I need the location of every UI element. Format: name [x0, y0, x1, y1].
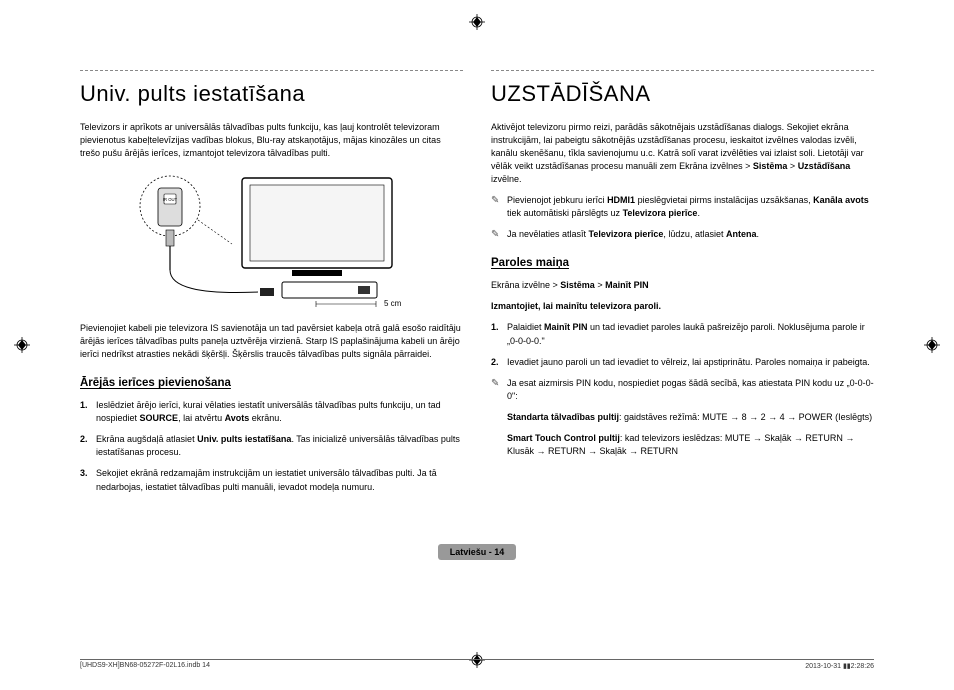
subsection-title: Ārējās ierīces pievienošana [80, 377, 463, 389]
note-icon: ✎ [491, 194, 499, 209]
imprint-date: 2013-10-31 ▮▮2:28:26 [805, 662, 874, 670]
pw-step-1: Palaidiet Mainīt PIN un tad ievadiet par… [491, 321, 874, 347]
note-antena: ✎ Ja nevēlaties atlasīt Televizora pierī… [491, 228, 874, 241]
pin-seq-smart: Smart Touch Control pultij: kad televizo… [491, 432, 874, 458]
distance-label: 5 cm [384, 299, 402, 308]
pw-step-2: Ievadiet jauno paroli un tad ievadiet to… [491, 356, 874, 369]
page-content: Univ. pults iestatīšana Televizors ir ap… [0, 0, 954, 600]
section-rule [491, 70, 874, 71]
section-title-left: Univ. pults iestatīšana [80, 81, 463, 107]
step-3: Sekojiet ekrānā redzamajām instrukcijām … [80, 467, 463, 493]
setup-intro: Aktivējot televizoru pirmo reizi, parādā… [491, 121, 874, 186]
page-badge: Latviešu - 14 [438, 544, 517, 560]
section-title-right: UZSTĀDĪŠANA [491, 81, 874, 107]
page-footer: Latviešu - 14 [80, 542, 874, 560]
right-column: UZSTĀDĪŠANA Aktivējot televizoru pirmo r… [491, 70, 874, 502]
imprint-file: [UHDS9-XH]BN68-05272F-02L16.indb 14 [80, 662, 210, 670]
password-steps-list: Palaidiet Mainīt PIN un tad ievadiet par… [491, 321, 874, 368]
ir-out-label: IR OUT [162, 197, 177, 202]
note-hdmi: ✎ Pievienojot jebkuru ierīci HDMI1 piesl… [491, 194, 874, 220]
after-illus-text: Pievienojiet kabeli pie televizora IS sa… [80, 322, 463, 361]
illustration: IR OUT [80, 170, 463, 310]
step-2: Ekrāna augšdaļā atlasiet Univ. pults ies… [80, 433, 463, 459]
password-path: Ekrāna izvēlne > Sistēma > Mainīt PIN [491, 279, 874, 292]
password-head: Paroles maiņa [491, 257, 874, 269]
note-icon: ✎ [491, 377, 499, 392]
section-rule [80, 70, 463, 71]
pin-seq-standard: Standarta tālvadības pultij: gaidstāves … [491, 411, 874, 424]
intro-text: Televizors ir aprīkots ar universālās tā… [80, 121, 463, 160]
connect-steps-list: Ieslēdziet ārējo ierīci, kurai vēlaties … [80, 399, 463, 493]
tv-setup-diagram-icon: IR OUT [132, 170, 412, 310]
note-pin-reset: ✎ Ja esat aizmirsis PIN kodu, nospiediet… [491, 377, 874, 403]
note-icon: ✎ [491, 228, 499, 243]
password-instruct: Izmantojiet, lai mainītu televizora paro… [491, 300, 874, 313]
step-1: Ieslēdziet ārējo ierīci, kurai vēlaties … [80, 399, 463, 425]
imprint-line: [UHDS9-XH]BN68-05272F-02L16.indb 14 2013… [80, 659, 874, 670]
left-column: Univ. pults iestatīšana Televizors ir ap… [80, 70, 463, 502]
